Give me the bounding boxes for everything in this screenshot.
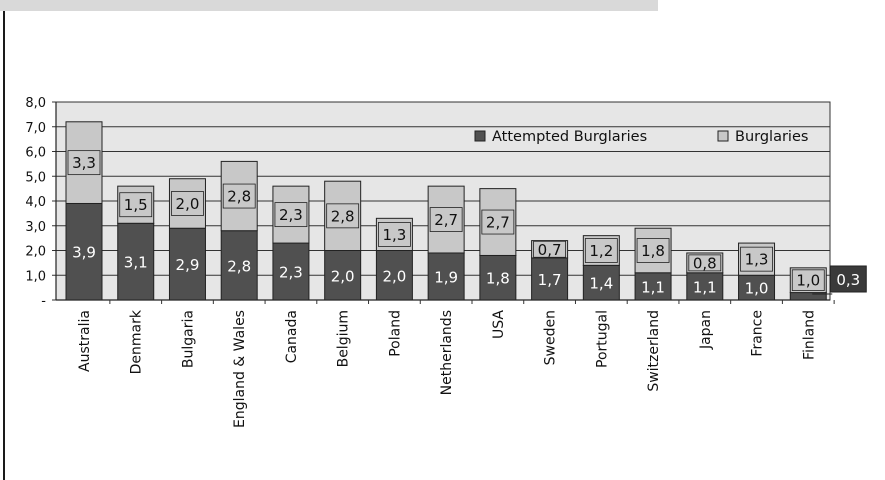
data-label-burglaries: 1,3 — [382, 226, 406, 244]
data-label-box — [377, 222, 411, 247]
data-label-burglaries: 1,2 — [589, 242, 613, 260]
data-label-burglaries: 1,5 — [124, 196, 148, 214]
data-label-box — [584, 238, 618, 263]
legend-swatch-attempted-burglaries — [474, 130, 486, 142]
x-category-label: Canada — [284, 310, 300, 363]
data-label-box — [429, 207, 463, 232]
data-label-burglaries: 0,7 — [538, 241, 562, 259]
data-label-box — [740, 246, 773, 272]
legend-label-attempted-burglaries: Attempted Burglaries — [492, 129, 647, 145]
data-label-attempted-burglaries: 1,7 — [538, 271, 562, 289]
x-category-label: Denmark — [129, 309, 145, 374]
legend-swatch-burglaries — [717, 130, 729, 142]
bar-attempted-burglaries — [427, 252, 465, 301]
y-tick-label: 6,0 — [25, 146, 46, 161]
data-label-attempted-burglaries: 1,1 — [693, 278, 717, 296]
data-label-attempted-burglaries: 2,0 — [382, 267, 406, 285]
data-label-burglaries: 2,0 — [176, 195, 200, 213]
label-callout-box — [829, 265, 867, 293]
data-label-attempted-burglaries: 2,3 — [279, 264, 303, 282]
data-label-attempted-burglaries: 0,3 — [836, 271, 860, 289]
x-category-label: USA — [491, 310, 507, 339]
data-label-attempted-burglaries: 2,8 — [227, 257, 251, 275]
data-label-attempted-burglaries: 1,1 — [641, 278, 665, 296]
y-tick-label: - — [41, 294, 46, 309]
data-label-burglaries: 2,7 — [434, 211, 458, 229]
data-label-box — [791, 269, 825, 291]
data-label-burglaries: 1,3 — [745, 251, 769, 269]
x-category-label: Finland — [801, 310, 817, 360]
x-category-label: Belgium — [336, 310, 352, 367]
data-label-burglaries: 2,3 — [279, 206, 303, 224]
bar-attempted-burglaries — [324, 250, 362, 301]
y-tick-label: 3,0 — [25, 220, 46, 235]
data-label-attempted-burglaries: 2,9 — [176, 256, 200, 274]
data-label-box — [171, 191, 204, 216]
left-border-line — [3, 11, 5, 480]
x-category-label: Sweden — [543, 310, 559, 365]
data-label-box — [222, 183, 256, 209]
x-category-label: Netherlands — [439, 310, 455, 395]
data-label-box — [533, 240, 566, 258]
data-label-attempted-burglaries: 2,0 — [331, 267, 355, 285]
data-label-burglaries: 1,8 — [641, 242, 665, 260]
y-tick-label: 4,0 — [25, 195, 46, 210]
y-tick-label: 8,0 — [25, 96, 46, 111]
data-label-box — [481, 209, 515, 235]
header-band — [0, 0, 658, 11]
x-category-label: France — [750, 310, 766, 357]
x-category-label: Poland — [387, 310, 403, 357]
data-label-attempted-burglaries: 1,9 — [434, 268, 458, 286]
data-label-burglaries: 0,8 — [693, 254, 717, 272]
y-tick-label: 1,0 — [25, 269, 46, 284]
data-label-burglaries: 2,8 — [331, 207, 355, 225]
data-label-attempted-burglaries: 3,1 — [124, 254, 148, 272]
bar-attempted-burglaries — [686, 272, 724, 301]
bar-attempted-burglaries — [634, 272, 672, 301]
y-tick-label: 2,0 — [25, 245, 46, 260]
y-tick-label: 7,0 — [25, 121, 46, 136]
x-category-label: Bulgaria — [180, 310, 196, 368]
bar-attempted-burglaries — [220, 230, 258, 301]
data-label-box — [67, 150, 101, 176]
bar-attempted-burglaries — [65, 202, 103, 301]
data-label-attempted-burglaries: 1,4 — [589, 275, 613, 293]
data-label-box — [688, 254, 722, 272]
data-label-box — [326, 203, 360, 229]
data-label-burglaries: 3,3 — [72, 154, 96, 172]
data-label-burglaries: 2,7 — [486, 214, 510, 232]
data-label-attempted-burglaries: 3,9 — [72, 244, 96, 262]
bar-attempted-burglaries — [168, 227, 206, 301]
bar-attempted-burglaries — [272, 242, 310, 301]
y-tick-label: 5,0 — [25, 170, 46, 185]
x-category-label: England & Wales — [232, 310, 248, 428]
data-label-attempted-burglaries: 1,0 — [745, 280, 769, 298]
bar-attempted-burglaries — [531, 257, 569, 301]
data-label-box — [119, 192, 153, 218]
data-label-box — [636, 238, 670, 263]
data-label-burglaries: 2,8 — [227, 188, 251, 206]
data-label-attempted-burglaries: 1,8 — [486, 270, 510, 288]
x-category-label: Switzerland — [646, 310, 662, 392]
data-label-burglaries: 1,0 — [796, 272, 820, 290]
data-label-box — [274, 202, 308, 228]
x-category-label: Portugal — [594, 310, 610, 368]
x-category-label: Australia — [77, 310, 93, 372]
bar-attempted-burglaries — [479, 254, 517, 301]
bar-attempted-burglaries — [117, 222, 155, 301]
legend-label-burglaries: Burglaries — [735, 129, 808, 145]
x-category-label: Japan — [698, 310, 714, 350]
